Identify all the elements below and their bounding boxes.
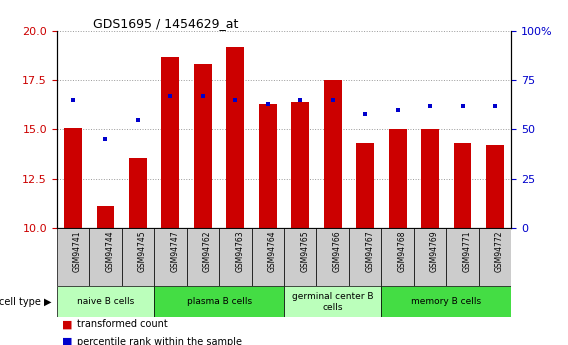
Text: transformed count: transformed count xyxy=(77,319,168,329)
Bar xyxy=(194,65,212,228)
Text: cell type ▶: cell type ▶ xyxy=(0,297,51,307)
Bar xyxy=(64,128,82,228)
Text: percentile rank within the sample: percentile rank within the sample xyxy=(77,337,241,345)
Bar xyxy=(381,228,414,286)
Text: ■: ■ xyxy=(62,337,73,345)
Bar xyxy=(454,143,471,228)
Text: GSM94769: GSM94769 xyxy=(430,231,439,272)
Bar xyxy=(349,228,381,286)
Text: GSM94764: GSM94764 xyxy=(268,231,277,272)
Bar xyxy=(161,57,179,228)
Bar xyxy=(57,228,89,286)
Bar xyxy=(421,129,439,228)
Bar xyxy=(129,158,147,228)
Text: GSM94768: GSM94768 xyxy=(398,231,407,272)
Text: GSM94766: GSM94766 xyxy=(333,231,342,272)
Bar xyxy=(89,228,122,286)
Text: GSM94741: GSM94741 xyxy=(73,231,82,272)
Text: naive B cells: naive B cells xyxy=(77,297,134,306)
Bar xyxy=(381,286,511,317)
Bar xyxy=(57,286,154,317)
Bar xyxy=(284,286,381,317)
Bar xyxy=(414,228,446,286)
Text: GSM94745: GSM94745 xyxy=(138,231,147,272)
Bar xyxy=(252,228,284,286)
Text: GSM94763: GSM94763 xyxy=(235,231,244,272)
Bar xyxy=(187,228,219,286)
Text: memory B cells: memory B cells xyxy=(411,297,481,306)
Bar xyxy=(154,228,187,286)
Text: ■: ■ xyxy=(62,319,73,329)
Text: GSM94744: GSM94744 xyxy=(106,231,115,272)
Text: GSM94747: GSM94747 xyxy=(170,231,179,272)
Bar xyxy=(154,286,284,317)
Bar xyxy=(356,143,374,228)
Bar xyxy=(122,228,154,286)
Text: GDS1695 / 1454629_at: GDS1695 / 1454629_at xyxy=(93,17,239,30)
Bar xyxy=(446,228,479,286)
Bar xyxy=(97,206,114,228)
Bar xyxy=(291,102,309,228)
Text: plasma B cells: plasma B cells xyxy=(186,297,252,306)
Bar xyxy=(486,145,504,228)
Text: GSM94767: GSM94767 xyxy=(365,231,374,272)
Text: GSM94765: GSM94765 xyxy=(300,231,309,272)
Bar xyxy=(389,129,407,228)
Bar xyxy=(324,80,341,228)
Text: germinal center B
cells: germinal center B cells xyxy=(292,292,373,312)
Bar xyxy=(316,228,349,286)
Bar xyxy=(284,228,316,286)
Bar xyxy=(227,47,244,228)
Bar xyxy=(219,228,252,286)
Bar xyxy=(259,104,277,228)
Text: GSM94772: GSM94772 xyxy=(495,231,504,272)
Text: GSM94771: GSM94771 xyxy=(462,231,471,272)
Bar xyxy=(479,228,511,286)
Text: GSM94762: GSM94762 xyxy=(203,231,212,272)
